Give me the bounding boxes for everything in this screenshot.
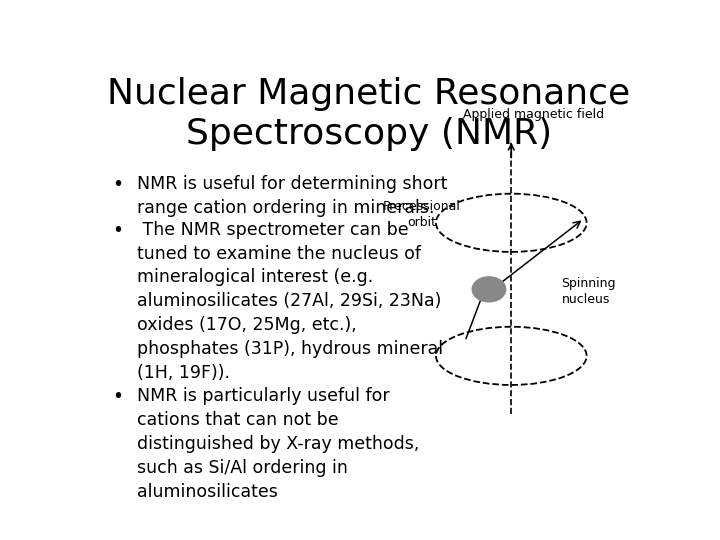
Text: Spinning
nucleus: Spinning nucleus [562,277,616,306]
Text: The NMR spectrometer can be
tuned to examine the nucleus of
mineralogical intere: The NMR spectrometer can be tuned to exa… [138,221,444,382]
Text: •: • [112,221,123,240]
Text: Precessional
orbit: Precessional orbit [383,200,461,229]
Text: •: • [112,387,123,406]
Text: Applied magnetic field: Applied magnetic field [463,108,604,121]
Text: Nuclear Magnetic Resonance
Spectroscopy (NMR): Nuclear Magnetic Resonance Spectroscopy … [107,77,631,151]
Text: •: • [112,175,123,194]
Text: NMR is useful for determining short
range cation ordering in minerals.: NMR is useful for determining short rang… [138,175,448,217]
Circle shape [472,277,505,302]
Text: NMR is particularly useful for
cations that can not be
distinguished by X-ray me: NMR is particularly useful for cations t… [138,387,420,501]
